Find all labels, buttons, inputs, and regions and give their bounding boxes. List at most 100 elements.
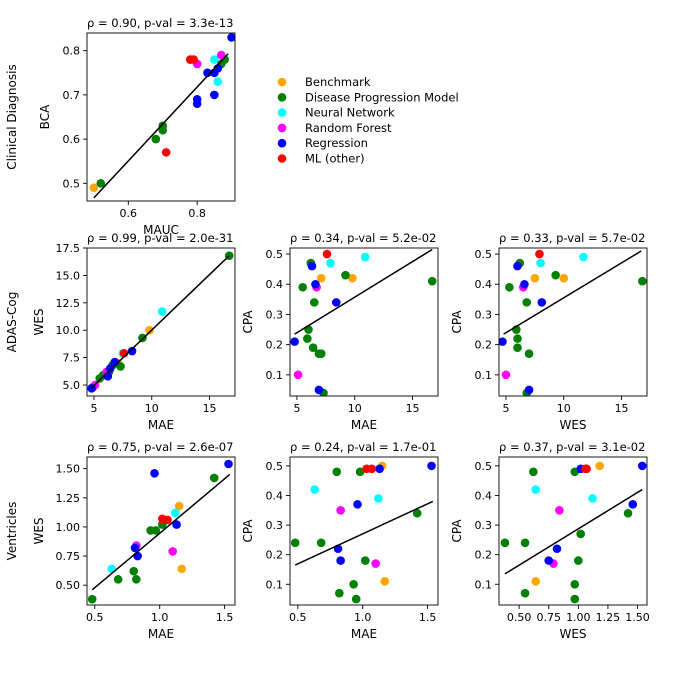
data-point (150, 469, 159, 478)
data-point (581, 464, 590, 474)
y-tick-label: 5.0 (63, 379, 81, 392)
data-point (341, 270, 350, 280)
legend-label: Neural Network (305, 106, 395, 120)
legend-item: ML (other) (277, 152, 365, 166)
data-point (210, 90, 219, 100)
data-point (555, 505, 564, 515)
data-point (623, 508, 633, 518)
x-tick-label: 0.5 (86, 611, 104, 624)
legend-item: Neural Network (277, 106, 395, 120)
data-point (133, 551, 142, 561)
fit-line (503, 250, 642, 335)
data-point (132, 575, 141, 584)
legend-marker (277, 77, 287, 87)
data-point (307, 261, 317, 271)
y-tick-label: 17.5 (56, 242, 81, 255)
data-point (161, 148, 171, 157)
x-tick-label: 15 (406, 402, 420, 415)
x-axis-label: MAE (351, 418, 377, 432)
data-point (513, 334, 522, 343)
fit-line (93, 53, 229, 199)
data-point (588, 494, 597, 503)
y-tick-label: 10.0 (56, 324, 81, 337)
y-axis-label: CPA (241, 310, 255, 334)
x-axis-label: MAE (148, 627, 174, 641)
y-tick-label: 0.5 (475, 248, 493, 261)
y-tick-label: 0.5 (266, 460, 284, 473)
data-point (371, 559, 380, 568)
data-point (349, 579, 358, 589)
data-point (127, 346, 137, 356)
row-label: Ventricles (5, 502, 19, 561)
panel-title: ρ = 0.37, p-val = 3.1e-02 (499, 440, 645, 454)
y-tick-label: 0.2 (475, 549, 493, 562)
x-tick-label: 1.50 (625, 611, 650, 624)
data-point (309, 298, 319, 307)
points (500, 461, 647, 604)
data-point (316, 273, 326, 283)
panel-title: ρ = 0.99, p-val = 2.0e-31 (87, 231, 233, 245)
x-tick-label: 5 (90, 402, 97, 415)
fit-line (294, 248, 433, 335)
data-point (638, 276, 647, 286)
y-tick-label: 0.1 (266, 369, 284, 382)
y-tick-label: 0.50 (56, 579, 81, 592)
points (89, 33, 235, 193)
y-tick-label: 7.5 (63, 352, 81, 365)
data-point (513, 343, 522, 352)
data-point (360, 252, 370, 262)
row-label: ADAS-Cog (5, 292, 19, 353)
panels: 0.6 0.8 0.5 0.6 0.7 0.8 ρ = 0.90, p-val = 3.3e… (32, 16, 650, 641)
data-point (224, 459, 233, 469)
data-point (351, 594, 361, 604)
legend-label: Random Forest (305, 121, 392, 135)
legend-marker (277, 108, 287, 117)
data-point (227, 33, 235, 42)
data-point (151, 134, 161, 144)
y-tick-label: 0.4 (475, 278, 493, 291)
data-point (311, 279, 320, 289)
y-tick-label: 0.5 (266, 248, 284, 261)
y-tick-label: 0.4 (266, 278, 284, 291)
y-axis-label: WES (32, 308, 46, 335)
fit-line (504, 488, 643, 575)
data-point (536, 258, 545, 268)
data-point (192, 95, 202, 104)
scatter-panel-p12: 5 10 15 0.1 0.2 0.3 0.4 0.5 ρ = 0.33, p-val = 5.… (450, 231, 648, 432)
legend-label: Regression (305, 136, 368, 150)
y-tick-label: 0.5 (63, 177, 81, 190)
y-tick-label: 0.3 (475, 519, 493, 532)
data-point (520, 588, 530, 598)
data-point (314, 385, 324, 395)
y-axis-label: CPA (241, 519, 255, 543)
scatter-panel-p10: 5 10 15 5.0 7.5 10.0 12.5 15.0 17.5 ρ = 0.99, p-v… (32, 231, 236, 432)
data-point (293, 370, 303, 380)
data-point (213, 77, 223, 86)
y-axis-label: BCA (38, 104, 52, 129)
x-tick-label: 0.6 (120, 207, 138, 220)
data-point (380, 577, 390, 586)
x-axis-label: WES (559, 627, 586, 641)
data-point (531, 485, 541, 494)
y-tick-label: 0.3 (266, 308, 284, 321)
data-point (628, 500, 638, 509)
data-point (576, 529, 585, 539)
x-tick-label: 15 (615, 402, 629, 415)
data-point (522, 298, 532, 307)
legend-item: Regression (277, 136, 368, 150)
data-point (535, 249, 544, 259)
panel-title: ρ = 0.24, p-val = 1.7e-01 (290, 440, 436, 454)
legend-marker (277, 93, 287, 102)
data-point (157, 307, 167, 316)
y-axis-label: CPA (450, 310, 464, 334)
data-point (574, 556, 583, 565)
data-point (290, 337, 299, 346)
data-point (336, 556, 345, 565)
data-point (168, 547, 177, 556)
data-point (505, 282, 514, 292)
data-point (520, 538, 530, 548)
data-point (637, 461, 647, 471)
data-point (520, 279, 529, 289)
